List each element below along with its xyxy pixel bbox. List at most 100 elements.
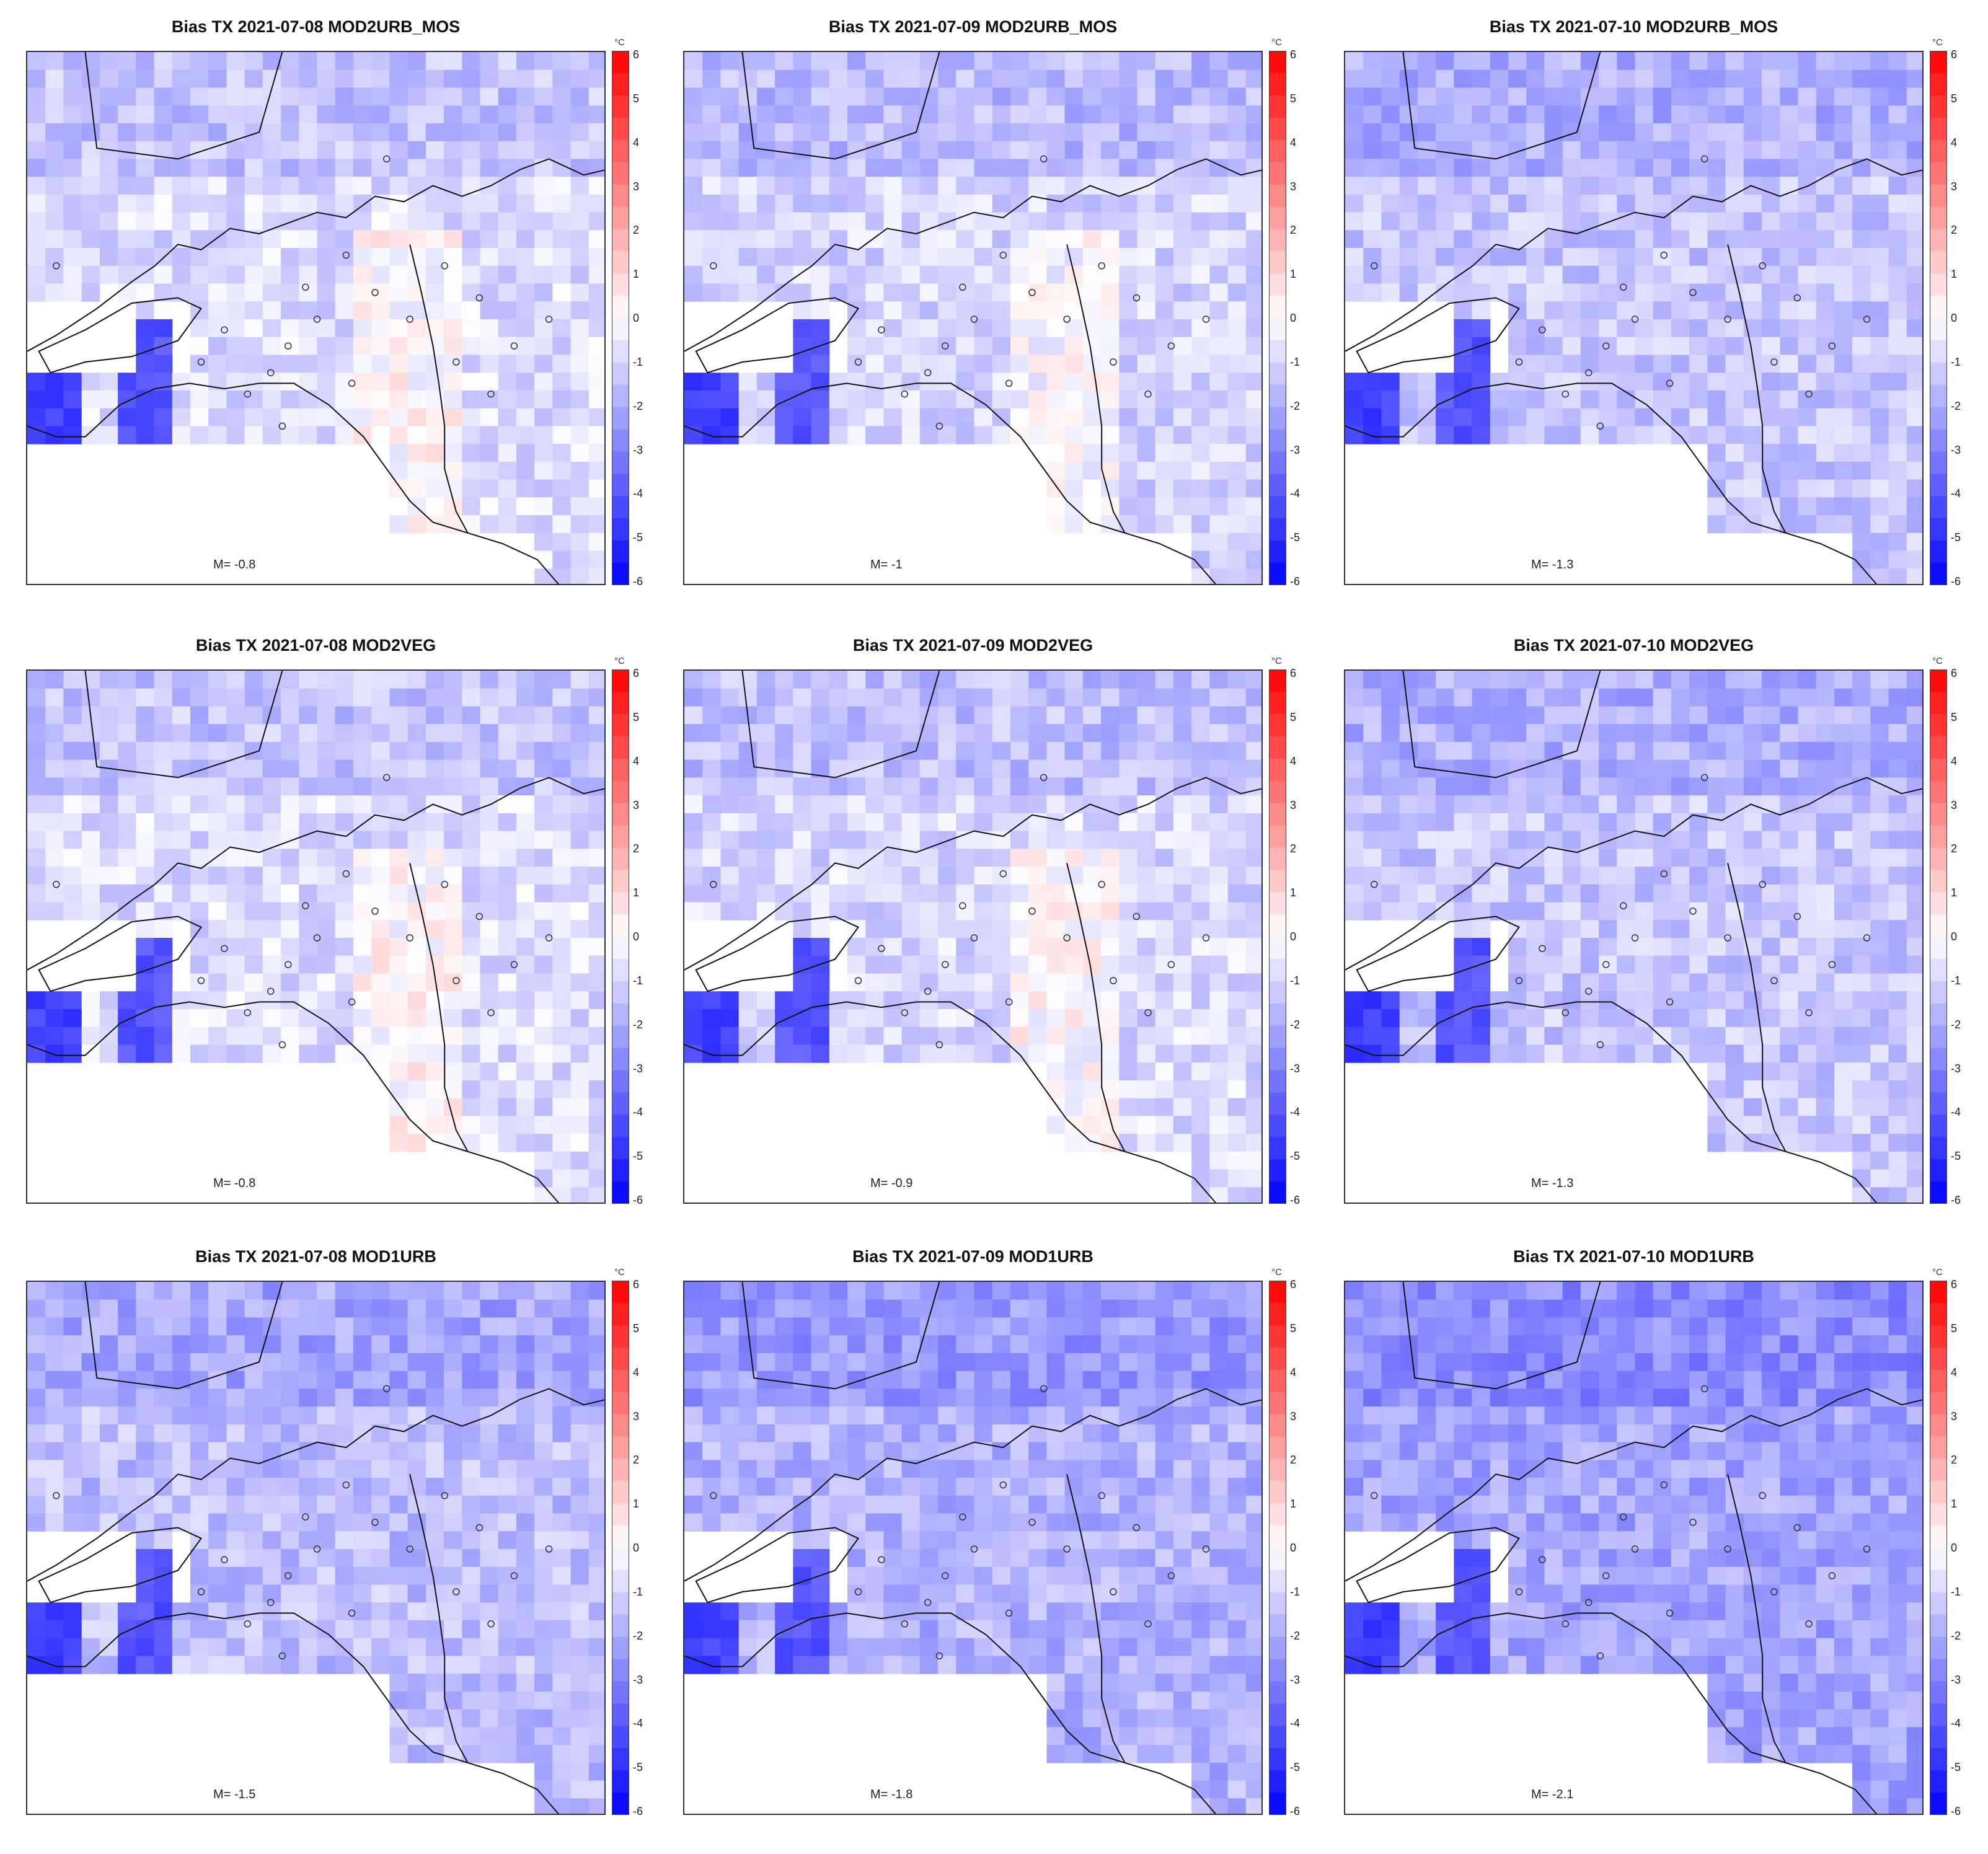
- grid-cell: [1064, 795, 1084, 814]
- grid-cell: [1562, 688, 1581, 707]
- grid-cell: [552, 194, 572, 213]
- grid-cell: [1725, 230, 1744, 249]
- grid-cell: [444, 265, 462, 285]
- grid-cell: [299, 177, 318, 195]
- station-marker: [1371, 881, 1378, 888]
- grid-cell: [775, 426, 793, 444]
- grid-cell: [1155, 283, 1174, 302]
- grid-cell: [1762, 426, 1780, 444]
- grid-cell: [1689, 408, 1708, 426]
- colorbar-step: [1269, 691, 1286, 715]
- grid-cell: [938, 301, 956, 320]
- grid-cell: [190, 688, 209, 707]
- grid-cell: [1137, 319, 1156, 338]
- grid-cell: [1381, 688, 1400, 707]
- colorbar-step: [1930, 563, 1947, 585]
- grid-cell: [588, 1134, 604, 1152]
- colorbar-tick-label: -3: [1290, 1062, 1301, 1075]
- grid-cell: [389, 87, 409, 106]
- grid-cell: [1689, 319, 1708, 338]
- grid-cell: [299, 355, 318, 373]
- grid-cell: [938, 759, 956, 778]
- grid-cell: [1436, 177, 1454, 195]
- grid-cell: [1436, 849, 1454, 867]
- grid-cell: [1743, 688, 1762, 707]
- grid-cell: [1227, 479, 1247, 498]
- grid-cell: [1888, 141, 1907, 159]
- grid-cell: [1635, 973, 1654, 992]
- grid-cell: [262, 230, 281, 249]
- grid-cell: [317, 373, 336, 391]
- grid-cell: [1010, 159, 1029, 177]
- grid-cell: [552, 87, 572, 106]
- grid-cell: [1870, 1187, 1889, 1203]
- grid-cell: [1689, 902, 1708, 920]
- grid-cell: [190, 955, 209, 974]
- colorbar-step: [1930, 847, 1947, 870]
- grid-cell: [901, 337, 921, 355]
- colorbar: °C 6 5 4 3 2 1 0 -1 -2 -3 -4 -5 -6: [1930, 37, 1978, 587]
- grid-cell: [588, 867, 604, 885]
- grid-cell: [27, 373, 46, 391]
- grid-cell: [1544, 849, 1563, 867]
- grid-cell: [738, 426, 758, 444]
- grid-cell: [1173, 87, 1192, 106]
- grid-cell: [570, 1026, 590, 1045]
- grid-cell: [480, 301, 499, 320]
- grid-cell: [136, 1026, 155, 1045]
- grid-cell: [756, 408, 775, 426]
- grid-cell: [1245, 849, 1261, 867]
- grid-cell: [299, 671, 318, 689]
- grid-cell: [738, 813, 758, 832]
- grid-cell: [154, 777, 173, 796]
- grid-cell: [425, 212, 444, 231]
- grid-cell: [1870, 973, 1889, 992]
- grid-cell: [1245, 497, 1261, 516]
- grid-cell: [1472, 813, 1491, 832]
- grid-cell: [190, 390, 209, 409]
- grid-cell: [1490, 1044, 1509, 1063]
- grid-cell: [1834, 177, 1853, 195]
- grid-cell: [1028, 390, 1047, 409]
- grid-cell: [1562, 408, 1581, 426]
- grid-cell: [1101, 741, 1120, 761]
- grid-cell: [1082, 1044, 1102, 1063]
- grid-cell: [407, 759, 426, 778]
- grid-cell: [1137, 1044, 1156, 1063]
- station-marker: [854, 358, 862, 366]
- grid-cell: [1526, 426, 1545, 444]
- colorbar-step: [1930, 95, 1947, 118]
- grid-cell: [208, 671, 227, 689]
- grid-cell: [865, 777, 884, 796]
- grid-cell: [1454, 759, 1473, 778]
- grid-cell: [498, 741, 517, 761]
- grid-cell: [901, 212, 921, 231]
- grid-cell: [1562, 741, 1581, 761]
- grid-cell: [1906, 1080, 1922, 1099]
- grid-cell: [992, 741, 1011, 761]
- grid-cell: [552, 212, 572, 231]
- grid-cell: [938, 123, 956, 142]
- grid-cell: [1834, 884, 1853, 903]
- grid-cell: [1209, 177, 1229, 195]
- grid-cell: [720, 741, 740, 761]
- grid-cell: [865, 867, 884, 885]
- grid-cell: [702, 1009, 721, 1028]
- grid-cell: [901, 141, 921, 159]
- grid-cell: [444, 373, 462, 391]
- station-marker: [221, 326, 228, 333]
- grid-cell: [1671, 884, 1690, 903]
- grid-cell: [353, 248, 372, 267]
- grid-cell: [480, 831, 499, 849]
- grid-cell: [534, 688, 553, 707]
- grid-cell: [353, 777, 372, 796]
- grid-cell: [1852, 1080, 1871, 1099]
- colorbar-step: [1269, 139, 1286, 163]
- grid-cell: [1906, 444, 1922, 462]
- grid-cell: [1599, 52, 1617, 71]
- grid-cell: [480, 105, 499, 124]
- grid-cell: [552, 671, 572, 689]
- grid-cell: [883, 230, 903, 249]
- grid-cell: [208, 688, 227, 707]
- grid-cell: [136, 105, 155, 124]
